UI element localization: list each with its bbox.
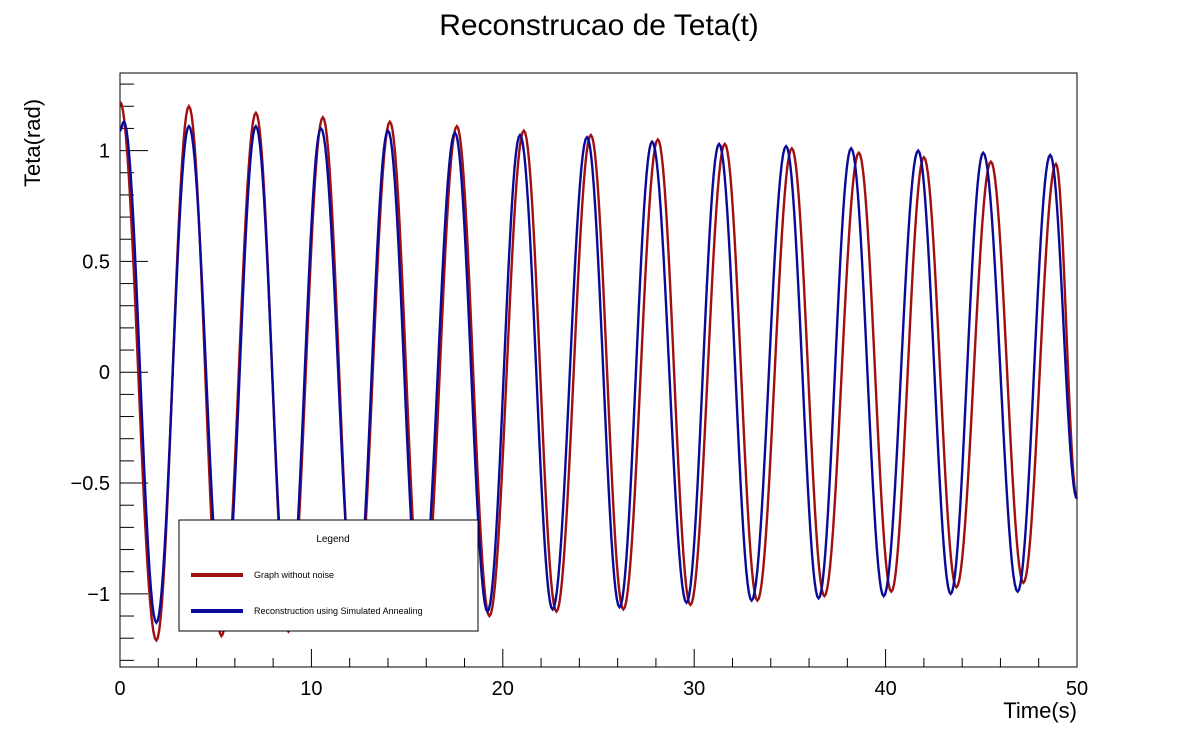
legend-label-graph-without-noise: Graph without noise <box>254 570 334 580</box>
y-tick-label: −0.5 <box>71 473 110 495</box>
x-tick-label: 50 <box>1066 678 1088 700</box>
legend: Legend Graph without noise Reconstructio… <box>178 519 479 632</box>
legend-label-reconstruction: Reconstruction using Simulated Annealing <box>254 606 423 616</box>
y-tick-label: 0.5 <box>82 251 110 273</box>
y-tick-label: 0 <box>99 362 110 384</box>
y-tick-label: −1 <box>87 584 110 606</box>
x-axis-label: Time(s) <box>1003 698 1077 723</box>
y-axis-label: Teta(rad) <box>20 99 45 187</box>
x-tick-label: 40 <box>874 678 896 700</box>
y-tick-label: 1 <box>99 141 110 163</box>
series-line-reconstruction <box>119 120 1078 625</box>
legend-title: Legend <box>316 534 349 545</box>
x-tick-label: 30 <box>683 678 705 700</box>
x-tick-label: 10 <box>300 678 322 700</box>
axes: 0 10 20 30 40 50 −1 −0.5 0 0.5 1 <box>71 83 1088 700</box>
plot-frame <box>119 72 1078 668</box>
chart-title: Reconstrucao de Teta(t) <box>439 9 759 42</box>
x-tick-label: 20 <box>492 678 514 700</box>
x-tick-label: 0 <box>114 678 125 700</box>
